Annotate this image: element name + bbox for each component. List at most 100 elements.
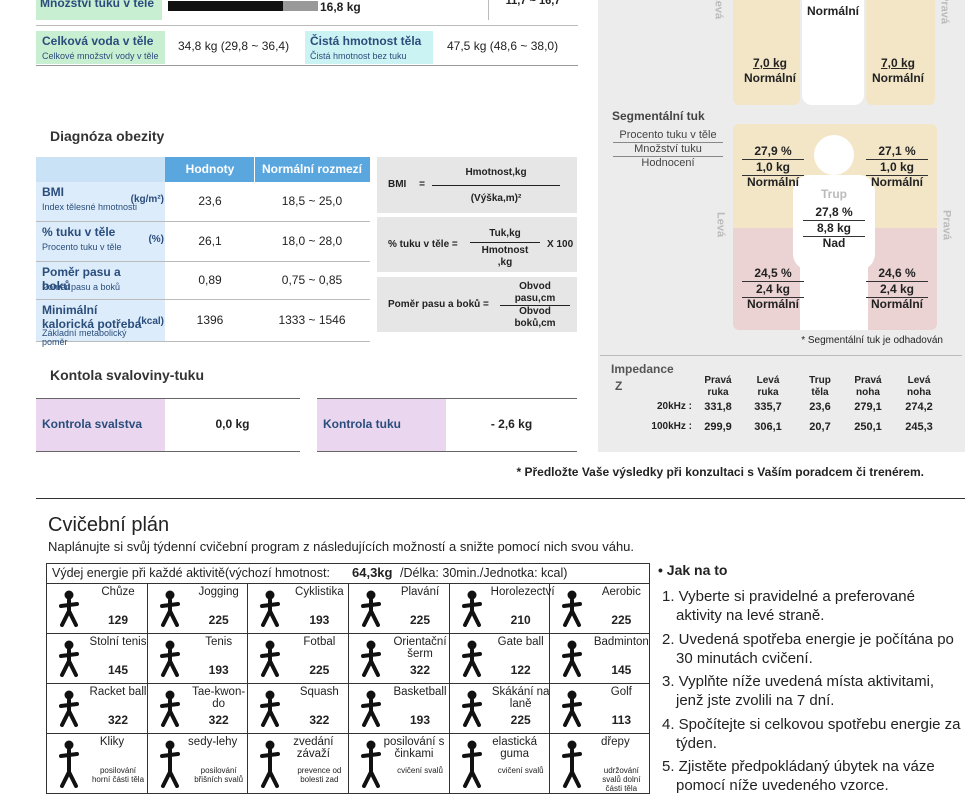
fat-rating: Normální	[746, 297, 799, 311]
activity-note: posilování břišních svalů	[194, 766, 244, 784]
activity-name: posilování s činkami	[383, 736, 445, 761]
lean-rating: Normální	[871, 71, 924, 85]
activity-kcal: 322	[208, 713, 229, 727]
col-line	[146, 633, 148, 683]
obesity-value: 1396	[196, 313, 224, 327]
col-line	[146, 733, 148, 794]
col-line	[348, 633, 349, 683]
fat-rating: Normální	[870, 297, 923, 311]
activity-kcal: 225	[510, 713, 531, 727]
control-line	[36, 451, 300, 452]
control-label: Kontrola svalstva	[42, 417, 143, 431]
pictogram	[361, 640, 381, 677]
activity-name: Squash	[299, 686, 339, 698]
formula-name: Poměr pasu a boků =	[388, 299, 489, 310]
impedance-value: 306,1	[754, 421, 782, 433]
activity-name: Plavání	[400, 586, 440, 598]
control-value: 0,0 kg	[215, 417, 250, 431]
activity-name: Gate ball	[497, 636, 544, 648]
activity-icon	[52, 739, 86, 788]
activity-kcal: 225	[309, 663, 330, 677]
activity-kcal: 225	[208, 613, 229, 627]
col-line	[348, 683, 349, 733]
table-bottom-line	[36, 65, 578, 66]
fat-percent: 27,8 %	[803, 205, 865, 221]
obesity-value: 26,1	[198, 234, 222, 248]
lean-sublabel: Čistá hmotnost bez tuku	[310, 51, 407, 61]
label-cell	[36, 0, 162, 20]
label-cell	[36, 399, 165, 451]
formula-box	[377, 277, 577, 332]
activity-name: Chůze	[101, 586, 135, 598]
formula-denominator: (Výška,m)²	[470, 193, 522, 204]
row-line	[36, 341, 370, 342]
pictogram	[562, 590, 583, 627]
footnote: * Předložte Vaše výsledky při konzultaci…	[516, 465, 924, 479]
activity-name: Stolní tenis	[89, 636, 147, 648]
header-label: Hodnoty	[185, 162, 235, 176]
impedance-header: Levá ruka	[756, 375, 780, 398]
pictogram	[260, 590, 281, 627]
col-line	[247, 683, 249, 733]
obesity-label: Poměr pasu a boků	[42, 265, 121, 293]
col-line	[448, 733, 450, 794]
side-label: Pravá	[940, 210, 953, 240]
label-cell	[36, 31, 165, 64]
cell-divider	[488, 0, 489, 20]
fraction-line	[432, 185, 560, 186]
activity-icon	[555, 689, 589, 727]
activity-icon	[153, 739, 187, 788]
activity-note: cvičení svalů	[497, 766, 544, 775]
segmental-note: * Segmentální tuk je odhadován	[801, 335, 943, 346]
exercise-title: Cvičební plán	[48, 514, 170, 536]
impedance-title: Impedance	[611, 362, 674, 376]
side-label: Levá	[712, 0, 725, 20]
header-cell	[165, 157, 255, 182]
obesity-range: 1333 ~ 1546	[278, 313, 346, 327]
pictogram	[159, 690, 180, 727]
activity-icon	[153, 639, 187, 677]
label-cell	[305, 31, 433, 64]
impedance-header: Levá noha	[907, 375, 931, 398]
pictogram	[59, 740, 79, 788]
formula-numerator: Tuk,kg	[489, 228, 521, 239]
pictogram	[562, 740, 583, 788]
activity-icon	[153, 589, 187, 627]
activity-icon	[52, 689, 86, 727]
activity-kcal: 193	[208, 663, 229, 677]
segment-box	[733, 0, 800, 105]
fat-percent: 27,1 %	[866, 144, 928, 160]
pictogram	[159, 590, 180, 627]
impedance-header: Trup těla	[809, 375, 831, 398]
activity-icon	[253, 689, 287, 727]
activity-name: elastická guma	[492, 736, 538, 761]
activity-icon	[354, 639, 388, 677]
how-to-step: 3. Vyplňte níže uvedená místa aktivitami…	[662, 673, 935, 709]
activity-icon	[455, 689, 489, 727]
impedance-value: 245,3	[905, 421, 933, 433]
activity-icon	[455, 639, 489, 677]
lean-trunk-rating: Normální	[806, 4, 859, 18]
pictogram	[461, 740, 482, 788]
obesity-value: 23,6	[198, 194, 222, 208]
lean-mass: 7,0 kg	[752, 56, 788, 70]
activity-icon	[455, 739, 489, 788]
activity-name: Racket ball	[89, 686, 147, 698]
col-line	[348, 583, 349, 633]
activity-name: Cyklistika	[295, 586, 344, 598]
fat-rating: Normální	[746, 175, 799, 189]
lean-value: 47,5 kg (48,6 ~ 38,0)	[447, 39, 559, 53]
lean-label: Čistá hmotnost těla	[310, 34, 422, 48]
obesity-sublabel: Základní metabolický poměr	[42, 328, 127, 347]
activity-icon	[52, 589, 86, 627]
activity-note: posilování horní části těla	[91, 766, 145, 784]
fat-percent: 27,9 %	[742, 144, 804, 160]
table-header-weight: 64,3kg	[352, 565, 393, 580]
col-line	[146, 683, 148, 733]
row-line	[36, 25, 578, 26]
activity-name: Fotbal	[303, 636, 336, 648]
table-header-prefix: Výdej energie při každé aktivitě(výchozí…	[52, 566, 330, 580]
water-sublabel: Celkové množství vody v těle	[42, 51, 159, 61]
header-label: Normální rozmezí	[261, 162, 363, 176]
